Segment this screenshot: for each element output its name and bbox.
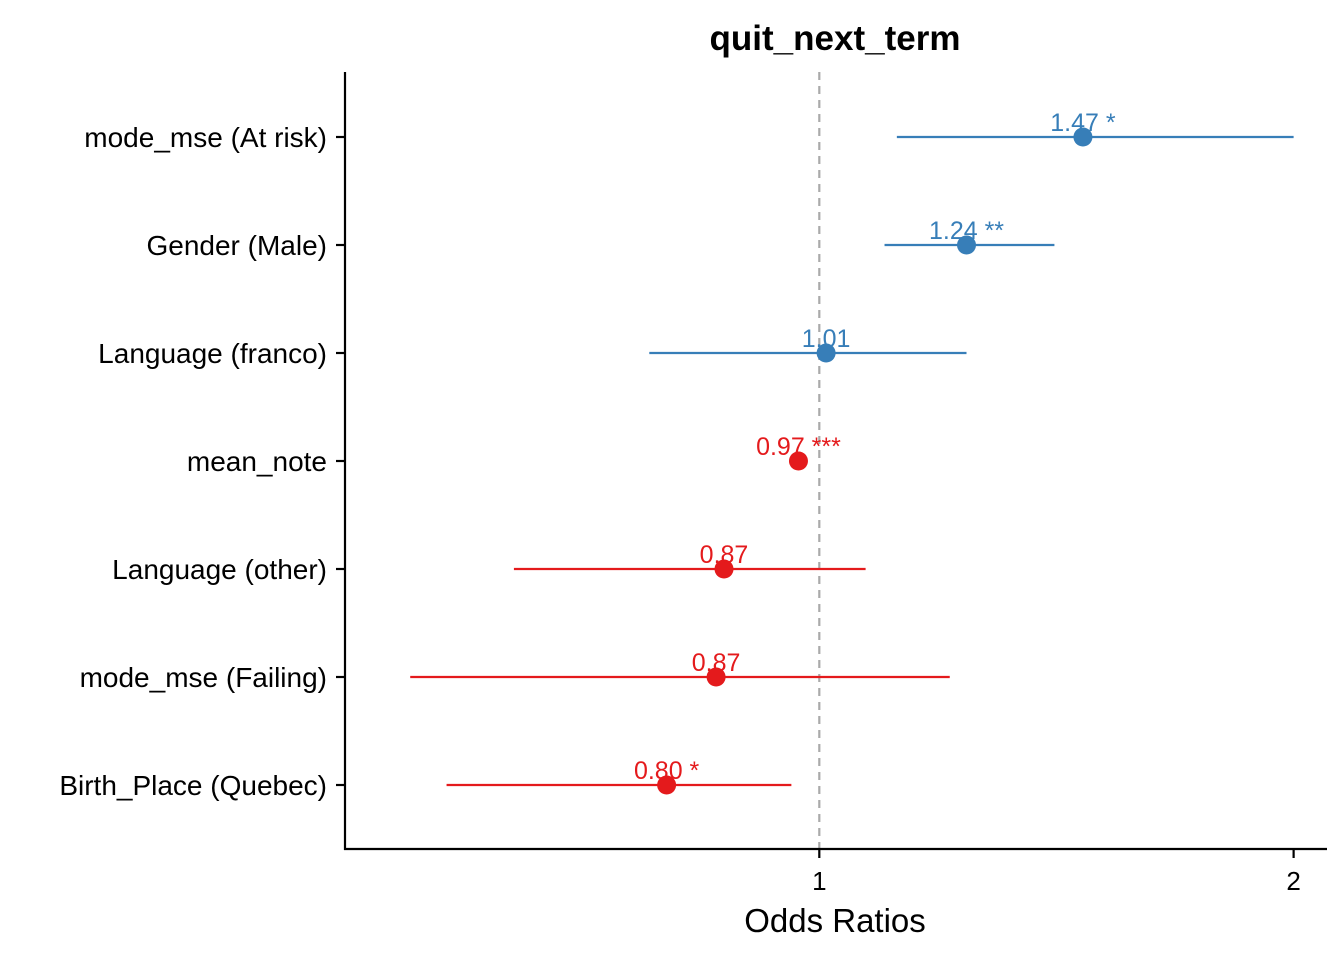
value-label: 0.97 *** [756,433,841,461]
value-label: 1.01 [802,325,851,353]
value-label: 1.24 ** [929,217,1004,245]
x-tick-label: 2 [1286,866,1300,896]
y-tick-label: mode_mse (Failing) [80,662,327,693]
term-0: 1.47 * [896,109,1294,147]
estimate-point [957,235,977,255]
y-tick-label: Language (franco) [98,338,327,369]
term-1: 1.24 ** [884,217,1055,255]
value-label: 0.87 [700,541,749,569]
y-axis: mode_mse (At risk) Gender (Male) Language … [59,122,345,801]
plot-area: 1.47 * 1.24 ** 1.01 0.97 *** 0.87 0.87 0.80 * [410,72,1294,849]
y-tick-label: mode_mse (At risk) [84,122,327,153]
y-tick-label: Language (other) [112,554,327,585]
value-label: 1.47 * [1050,109,1116,137]
term-2: 1.01 [649,325,967,363]
estimate-point [714,559,734,579]
y-tick-label: mean_note [187,446,327,477]
estimate-point [1073,127,1093,147]
y-tick-label: Birth_Place (Quebec) [59,770,327,801]
estimate-point [788,451,808,471]
term-4: 0.87 [513,541,866,579]
chart-title: quit_next_term [710,19,961,58]
value-label: 0.87 [692,649,741,677]
value-label: 0.80 * [634,757,700,785]
term-3: 0.97 *** [756,433,841,471]
y-tick-label: Gender (Male) [146,230,327,261]
estimate-point [816,343,836,363]
estimate-point [657,775,677,795]
x-axis-title: Odds Ratios [744,902,926,939]
x-tick-label: 1 [812,866,826,896]
term-6: 0.80 * [446,757,792,795]
estimate-point [706,667,726,687]
term-5: 0.87 [410,649,950,687]
